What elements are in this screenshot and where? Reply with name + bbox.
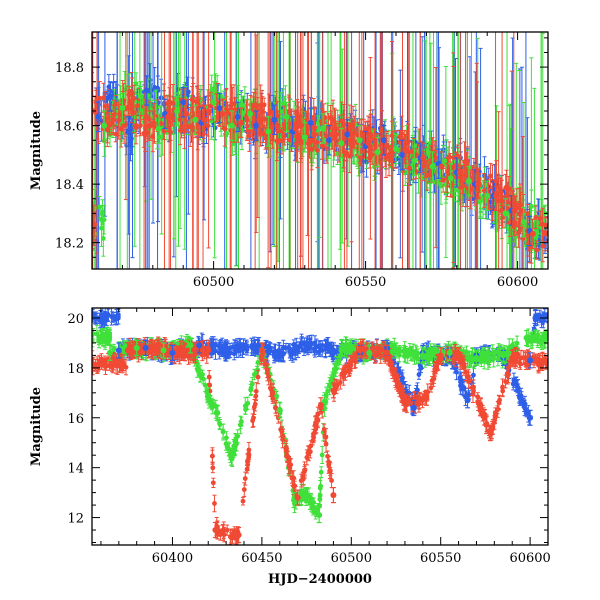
data-point: [423, 159, 429, 165]
data-point: [339, 118, 344, 124]
data-point: [118, 126, 124, 132]
data-point: [383, 155, 389, 161]
data-point: [460, 179, 465, 185]
data-point: [223, 133, 229, 138]
data-point: [97, 204, 102, 210]
data-point: [131, 95, 137, 101]
data-point: [418, 175, 424, 181]
data-point: [481, 188, 487, 193]
data-point: [225, 110, 231, 116]
data-point: [328, 115, 333, 120]
data-point: [423, 148, 429, 153]
data-point: [208, 103, 214, 109]
data-point: [270, 127, 275, 133]
data-point: [297, 118, 302, 124]
data-point: [520, 236, 526, 242]
data-point: [128, 138, 133, 144]
data-point: [488, 173, 493, 179]
data-point: [246, 133, 252, 139]
data-point: [158, 121, 164, 126]
data-point: [261, 116, 267, 122]
data-point: [101, 217, 107, 223]
data-point: [244, 117, 250, 123]
data-point: [537, 216, 543, 221]
data-point: [190, 98, 196, 104]
data-point: [195, 98, 201, 103]
data-point: [504, 205, 510, 211]
data-point: [116, 117, 122, 123]
data-point: [286, 109, 292, 115]
data-point: [295, 114, 301, 120]
data-point: [276, 128, 282, 134]
series-1-cloud: [92, 32, 548, 269]
data-point: [133, 125, 139, 131]
data-point: [525, 211, 531, 216]
data-point: [406, 149, 412, 155]
data-point: [307, 146, 312, 152]
data-point: [515, 230, 521, 236]
data-point: [533, 214, 539, 220]
data-point: [453, 174, 459, 180]
data-point: [121, 123, 127, 129]
plot-area: [92, 32, 548, 269]
data-point: [534, 247, 540, 253]
data-point: [321, 115, 327, 121]
data-point: [281, 121, 287, 127]
data-point: [99, 211, 105, 217]
data-point: [517, 201, 523, 207]
data-point: [178, 112, 184, 118]
data-point: [450, 164, 456, 170]
data-point: [195, 131, 201, 136]
data-point: [506, 186, 512, 192]
data-point: [92, 219, 95, 225]
data-point: [446, 154, 452, 160]
data-point: [413, 169, 419, 174]
data-point: [182, 128, 187, 134]
data-point: [372, 164, 377, 170]
data-point: [99, 225, 104, 231]
data-point: [92, 223, 96, 229]
data-point: [141, 131, 147, 136]
data-point: [433, 155, 439, 161]
data-point: [407, 165, 412, 171]
data-point: [261, 131, 266, 137]
data-point: [117, 112, 123, 118]
data-point: [508, 200, 514, 206]
data-point: [372, 142, 378, 148]
data-point: [324, 146, 330, 152]
data-point: [259, 108, 265, 114]
data-point: [333, 125, 338, 131]
data-point: [540, 243, 546, 249]
data-point: [100, 235, 106, 241]
data-point: [170, 115, 176, 121]
data-point: [184, 123, 190, 129]
data-point: [413, 152, 419, 158]
data-point: [138, 123, 143, 129]
data-point: [206, 110, 212, 116]
data-point: [266, 111, 272, 117]
data-point: [341, 122, 347, 128]
data-point: [152, 85, 158, 90]
data-point: [311, 114, 317, 120]
data-point: [496, 198, 502, 204]
data-point: [528, 203, 534, 209]
data-point: [341, 149, 346, 155]
data-point: [369, 152, 375, 158]
data-point: [158, 95, 164, 101]
data-point: [358, 154, 364, 160]
data-point: [298, 140, 304, 145]
data-point: [399, 131, 404, 137]
data-point: [389, 133, 395, 139]
data-point: [463, 173, 469, 179]
data-point: [497, 186, 503, 192]
data-point: [97, 95, 102, 101]
data-point: [263, 135, 268, 141]
data-point: [224, 106, 229, 112]
data-point: [228, 103, 234, 109]
data-point: [499, 198, 505, 204]
data-point: [179, 124, 184, 130]
